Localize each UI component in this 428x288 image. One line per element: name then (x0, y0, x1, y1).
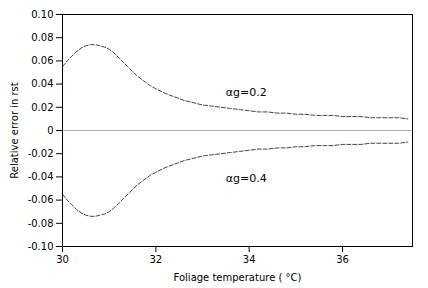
svg-text:Relative error in rst: Relative error in rst (9, 82, 20, 179)
svg-text:0.08: 0.08 (31, 32, 53, 43)
svg-text:36: 36 (336, 254, 349, 265)
svg-text:0.06: 0.06 (31, 55, 53, 66)
svg-text:αg=0.2: αg=0.2 (226, 86, 267, 99)
svg-text:-0.04: -0.04 (28, 171, 54, 182)
svg-text:-0.08: -0.08 (28, 218, 54, 229)
svg-text:0.10: 0.10 (31, 9, 53, 20)
svg-text:34: 34 (243, 254, 256, 265)
svg-text:0: 0 (47, 125, 53, 136)
svg-text:30: 30 (56, 254, 69, 265)
svg-text:0.02: 0.02 (31, 102, 53, 113)
svg-text:32: 32 (149, 254, 162, 265)
svg-text:-0.10: -0.10 (28, 241, 54, 252)
svg-text:αg=0.4: αg=0.4 (226, 172, 267, 185)
svg-text:Foliage temperature ( °C): Foliage temperature ( °C) (174, 272, 302, 283)
svg-text:0.04: 0.04 (31, 78, 53, 89)
svg-text:-0.06: -0.06 (28, 194, 54, 205)
svg-text:-0.02: -0.02 (28, 148, 54, 159)
